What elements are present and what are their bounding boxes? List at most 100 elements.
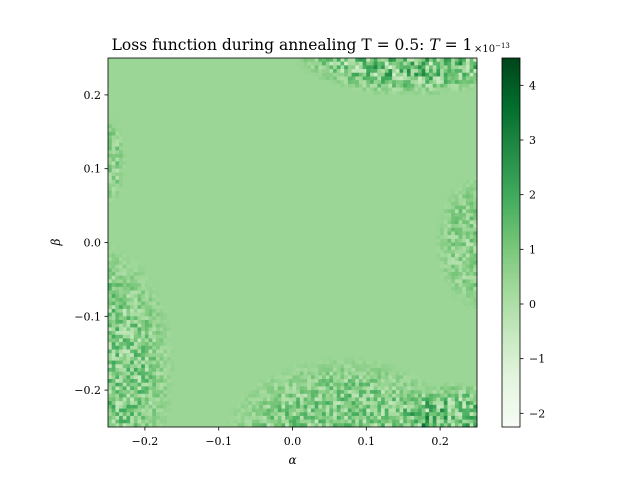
heatmap-cell: [111, 205, 116, 210]
heatmap-cell: [355, 113, 360, 118]
heatmap-cell: [340, 190, 345, 195]
heatmap-cell: [248, 187, 253, 192]
heatmap-cell: [270, 190, 275, 195]
heatmap-cell: [270, 183, 275, 188]
heatmap-cell: [244, 198, 249, 203]
heatmap-cell: [108, 161, 113, 166]
heatmap-cell: [340, 183, 345, 188]
heatmap-cell: [207, 61, 212, 66]
heatmap-cell: [248, 142, 253, 147]
heatmap-cell: [395, 168, 400, 173]
heatmap-cell: [377, 227, 382, 232]
heatmap-cell: [377, 161, 382, 166]
heatmap-cell: [218, 83, 223, 88]
heatmap-cell: [281, 220, 286, 225]
heatmap-cell: [222, 65, 227, 70]
heatmap-cell: [292, 128, 297, 133]
heatmap-cell: [399, 131, 404, 136]
heatmap-cell: [377, 61, 382, 66]
heatmap-cell: [170, 58, 175, 63]
heatmap-cell: [255, 109, 260, 114]
heatmap-cell: [296, 194, 301, 199]
heatmap-cell: [292, 109, 297, 114]
heatmap-cell: [381, 76, 386, 81]
heatmap-cell: [277, 61, 282, 66]
heatmap-cell: [192, 117, 197, 122]
heatmap-cell: [148, 172, 153, 177]
heatmap-cell: [237, 190, 242, 195]
heatmap-cell: [207, 216, 212, 221]
heatmap-cell: [200, 94, 205, 99]
heatmap-cell: [255, 205, 260, 210]
heatmap-cell: [259, 69, 264, 74]
heatmap-cell: [469, 220, 474, 225]
heatmap-cell: [403, 153, 408, 158]
heatmap-cell: [421, 72, 426, 77]
heatmap-cell: [392, 142, 397, 147]
heatmap-cell: [314, 179, 319, 184]
heatmap-cell: [222, 190, 227, 195]
heatmap-cell: [288, 212, 293, 218]
heatmap-cell: [141, 128, 146, 133]
heatmap-cell: [211, 235, 216, 240]
heatmap-cell: [355, 61, 360, 66]
heatmap-cell: [358, 76, 363, 81]
heatmap-cell: [170, 83, 175, 88]
heatmap-cell: [170, 87, 175, 92]
heatmap-cell: [296, 161, 301, 166]
heatmap-cell: [148, 194, 153, 199]
heatmap-cell: [421, 94, 426, 99]
heatmap-cell: [192, 76, 197, 81]
heatmap-cell: [122, 165, 127, 170]
heatmap-cell: [362, 212, 367, 218]
heatmap-cell: [141, 168, 146, 173]
heatmap-cell: [351, 224, 356, 229]
heatmap-cell: [240, 198, 245, 203]
heatmap-cell: [288, 157, 293, 162]
heatmap-cell: [366, 165, 371, 170]
heatmap-cell: [373, 146, 378, 151]
heatmap-cell: [144, 176, 149, 181]
heatmap-cell: [429, 212, 434, 218]
heatmap-cell: [351, 120, 356, 125]
heatmap-cell: [340, 91, 345, 96]
heatmap-cell: [392, 124, 397, 129]
heatmap-cell: [325, 69, 330, 74]
heatmap-cell: [307, 83, 312, 88]
heatmap-cell: [122, 142, 127, 147]
heatmap-cell: [170, 98, 175, 103]
heatmap-cell: [159, 190, 164, 195]
heatmap-cell: [240, 161, 245, 166]
heatmap-cell: [229, 135, 234, 140]
heatmap-cell: [410, 165, 415, 170]
heatmap-cell: [362, 205, 367, 210]
heatmap-cell: [144, 220, 149, 225]
heatmap-cell: [152, 131, 157, 136]
heatmap-cell: [244, 176, 249, 181]
heatmap-cell: [200, 187, 205, 192]
heatmap-cell: [215, 131, 220, 136]
heatmap-cell: [174, 212, 179, 218]
heatmap-cell: [255, 150, 260, 155]
heatmap-cell: [270, 209, 275, 214]
heatmap-cell: [226, 142, 231, 147]
heatmap-cell: [384, 205, 389, 210]
heatmap-cell: [447, 220, 452, 225]
heatmap-cell: [218, 157, 223, 162]
heatmap-cell: [167, 153, 172, 158]
heatmap-cell: [406, 76, 411, 81]
heatmap-cell: [377, 224, 382, 229]
heatmap-cell: [159, 220, 164, 225]
heatmap-cell: [436, 161, 441, 166]
heatmap-cell: [207, 165, 212, 170]
heatmap-cell: [196, 58, 201, 63]
heatmap-cell: [362, 187, 367, 192]
heatmap-cell: [369, 142, 375, 147]
heatmap-cell: [281, 176, 286, 181]
heatmap-cell: [314, 102, 319, 107]
heatmap-cell: [340, 69, 345, 74]
heatmap-cell: [255, 187, 260, 192]
heatmap-cell: [163, 179, 168, 184]
heatmap-cell: [108, 80, 113, 85]
heatmap-cell: [170, 157, 175, 162]
